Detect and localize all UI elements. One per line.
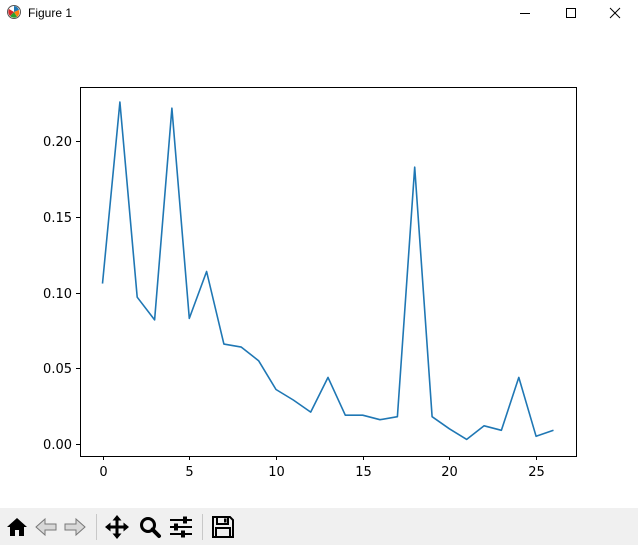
- home-button[interactable]: [4, 514, 30, 540]
- maximize-icon: [566, 8, 576, 18]
- configure-subplots-button[interactable]: [168, 514, 194, 540]
- y-tick-label: 0.20: [43, 135, 72, 150]
- move-icon: [105, 515, 129, 539]
- figure-canvas[interactable]: 0 5 10 15 20 25 0.00 0.05 0.10 0.15 0.20: [0, 26, 638, 508]
- forward-button[interactable]: [62, 514, 88, 540]
- axes-frame: [80, 87, 577, 457]
- x-tick-label: 25: [528, 465, 545, 480]
- sliders-icon: [170, 516, 192, 538]
- y-tick-label: 0.15: [43, 211, 72, 226]
- floppy-disk-icon: [212, 516, 234, 538]
- x-tick-label: 15: [355, 465, 372, 480]
- x-tick-label: 20: [441, 465, 458, 480]
- zoom-button[interactable]: [137, 514, 163, 540]
- home-icon: [7, 518, 27, 536]
- x-tick-label: 5: [185, 465, 193, 480]
- series-line: [101, 101, 554, 441]
- close-button[interactable]: [592, 0, 638, 26]
- back-button[interactable]: [33, 514, 59, 540]
- magnifier-icon: [140, 517, 161, 538]
- line-chart: 0 5 10 15 20 25 0.00 0.05 0.10 0.15 0.20: [43, 87, 577, 480]
- arrow-left-icon: [35, 517, 57, 537]
- navigation-toolbar: [0, 508, 638, 545]
- arrow-right-icon: [64, 517, 86, 537]
- y-axis-ticks: 0.00 0.05 0.10 0.15 0.20: [43, 135, 80, 453]
- window-title: Figure 1: [28, 6, 73, 20]
- x-axis-ticks: 0 5 10 15 20 25: [99, 456, 545, 480]
- x-tick-label: 0: [99, 465, 107, 480]
- close-icon: [609, 7, 621, 19]
- y-tick-label: 0.00: [43, 438, 72, 453]
- matplotlib-icon: [6, 4, 22, 20]
- save-button[interactable]: [210, 514, 236, 540]
- window-titlebar: Figure 1: [0, 0, 638, 26]
- minimize-icon: [520, 13, 530, 14]
- maximize-button[interactable]: [548, 0, 594, 26]
- y-tick-label: 0.10: [43, 287, 72, 302]
- toolbar-separator: [202, 514, 203, 540]
- pan-button[interactable]: [104, 514, 130, 540]
- minimize-button[interactable]: [502, 0, 548, 26]
- y-tick-label: 0.05: [43, 362, 72, 377]
- toolbar-separator: [96, 514, 97, 540]
- x-tick-label: 10: [268, 465, 285, 480]
